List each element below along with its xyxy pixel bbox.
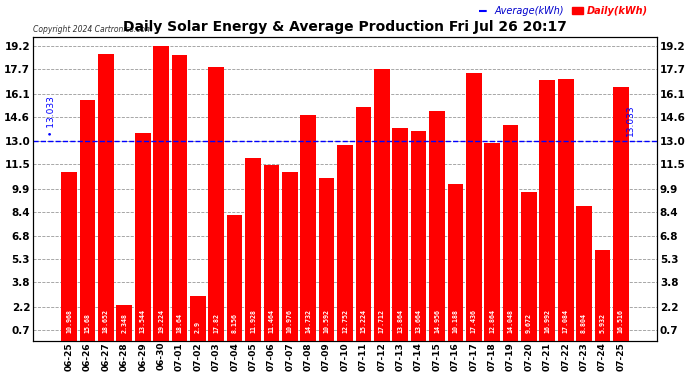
Text: 10.188: 10.188 — [453, 309, 458, 333]
Text: 5.932: 5.932 — [600, 313, 606, 333]
Text: 17.82: 17.82 — [213, 313, 219, 333]
Text: 14.732: 14.732 — [305, 309, 311, 333]
Bar — [80, 100, 95, 340]
Bar — [319, 178, 335, 340]
Bar — [576, 206, 592, 340]
Title: Daily Solar Energy & Average Production Fri Jul 26 20:17: Daily Solar Energy & Average Production … — [123, 20, 567, 34]
Text: 17.436: 17.436 — [471, 309, 477, 333]
Bar — [190, 296, 206, 340]
Text: 12.864: 12.864 — [489, 309, 495, 333]
Bar — [172, 55, 187, 340]
Text: 16.992: 16.992 — [544, 309, 551, 333]
Text: 17.712: 17.712 — [379, 309, 385, 333]
Bar — [245, 158, 261, 340]
Text: 2.348: 2.348 — [121, 313, 127, 333]
Text: Copyright 2024 Cartronics.com: Copyright 2024 Cartronics.com — [33, 25, 152, 34]
Bar — [337, 145, 353, 340]
Bar — [300, 115, 316, 340]
Bar — [282, 172, 297, 340]
Text: 17.084: 17.084 — [563, 309, 569, 333]
Bar — [484, 143, 500, 340]
Text: 18.652: 18.652 — [103, 309, 109, 333]
Bar — [429, 111, 445, 340]
Text: 14.048: 14.048 — [508, 309, 513, 333]
Text: • 13.033: • 13.033 — [47, 96, 57, 136]
Bar — [466, 73, 482, 341]
Bar — [374, 69, 390, 340]
Text: 12.752: 12.752 — [342, 309, 348, 333]
Text: 11.464: 11.464 — [268, 309, 275, 333]
Bar — [558, 78, 573, 340]
Bar — [135, 133, 150, 340]
Bar — [153, 46, 169, 340]
Text: 10.968: 10.968 — [66, 309, 72, 333]
Text: 10.592: 10.592 — [324, 309, 330, 333]
Text: 8.156: 8.156 — [232, 313, 237, 333]
Text: 10.976: 10.976 — [287, 309, 293, 333]
Text: 13.864: 13.864 — [397, 309, 403, 333]
Bar — [208, 67, 224, 341]
Legend: Average(kWh), Daily(kWh): Average(kWh), Daily(kWh) — [475, 2, 652, 20]
Text: 9.672: 9.672 — [526, 313, 532, 333]
Text: 15.68: 15.68 — [84, 313, 90, 333]
Bar — [540, 80, 555, 340]
Text: 18.64: 18.64 — [177, 313, 182, 333]
Text: 16.516: 16.516 — [618, 309, 624, 333]
Bar — [411, 131, 426, 340]
Bar — [503, 125, 518, 341]
Bar — [98, 54, 114, 340]
Text: 8.804: 8.804 — [581, 313, 587, 333]
Text: 14.956: 14.956 — [434, 309, 440, 333]
Text: 15.224: 15.224 — [360, 309, 366, 333]
Bar — [448, 184, 463, 340]
Text: 2.9: 2.9 — [195, 321, 201, 333]
Bar — [61, 172, 77, 340]
Text: 13.664: 13.664 — [415, 309, 422, 333]
Bar — [227, 216, 242, 340]
Bar — [393, 128, 408, 340]
Bar — [521, 192, 537, 340]
Text: 11.928: 11.928 — [250, 309, 256, 333]
Text: 13.544: 13.544 — [139, 309, 146, 333]
Text: 13.033: 13.033 — [626, 104, 635, 136]
Bar — [613, 87, 629, 340]
Bar — [117, 304, 132, 340]
Bar — [595, 250, 610, 340]
Text: 19.224: 19.224 — [158, 309, 164, 333]
Bar — [264, 165, 279, 340]
Bar — [355, 107, 371, 340]
